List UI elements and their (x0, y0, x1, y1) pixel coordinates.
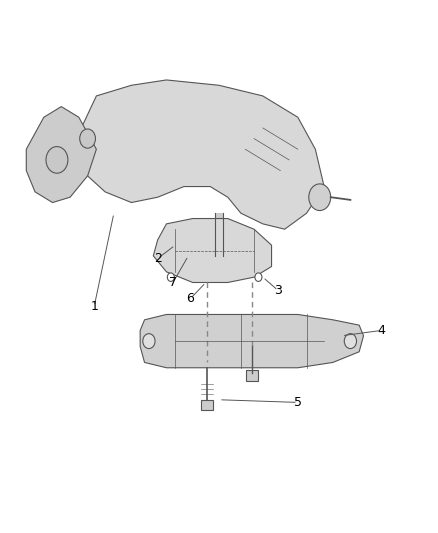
Circle shape (143, 334, 155, 349)
Circle shape (255, 273, 262, 281)
Polygon shape (140, 314, 364, 368)
Circle shape (344, 334, 357, 349)
Circle shape (80, 129, 95, 148)
Polygon shape (74, 80, 324, 229)
Polygon shape (153, 219, 272, 282)
Circle shape (309, 184, 331, 211)
Text: 4: 4 (377, 324, 385, 337)
Text: 5: 5 (294, 396, 302, 409)
Circle shape (167, 273, 174, 281)
Polygon shape (246, 370, 258, 381)
Text: 2: 2 (154, 252, 162, 265)
Text: 6: 6 (187, 292, 194, 305)
Circle shape (46, 147, 68, 173)
Polygon shape (26, 107, 96, 203)
Text: 7: 7 (169, 276, 177, 289)
Text: 3: 3 (274, 284, 282, 297)
Text: 1: 1 (90, 300, 98, 313)
Polygon shape (201, 400, 213, 410)
